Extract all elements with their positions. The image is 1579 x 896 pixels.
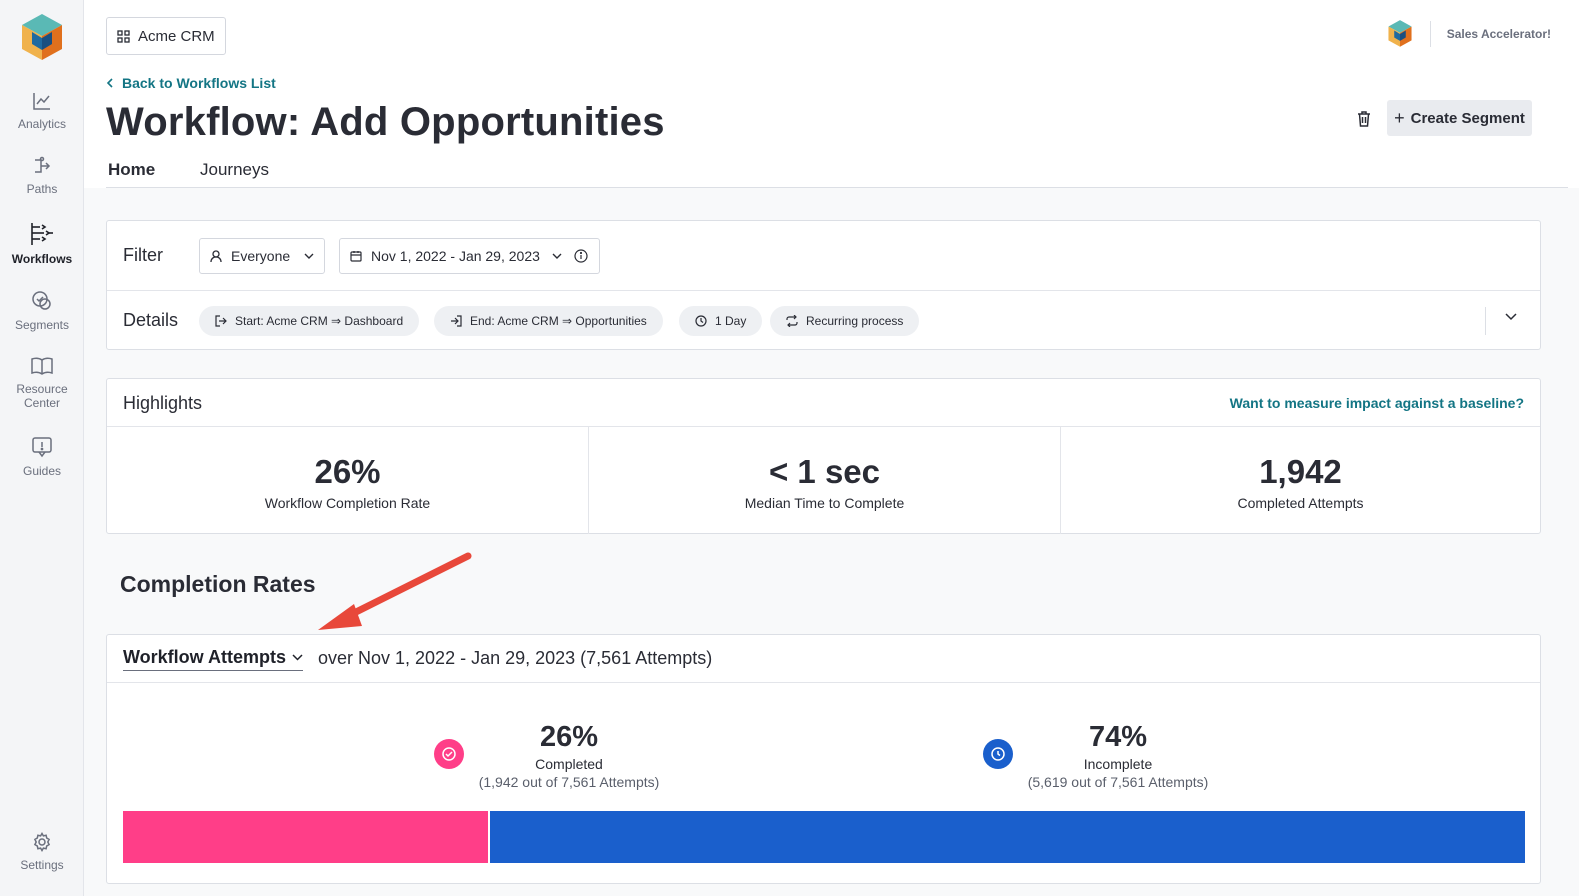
chart-line-icon	[33, 93, 50, 110]
segment-dropdown[interactable]: Everyone	[199, 238, 325, 274]
highlight-value: 1,942	[1259, 453, 1342, 490]
gear-icon	[33, 832, 51, 852]
completed-sub: (1,942 out of 7,561 Attempts)	[478, 774, 660, 790]
sidebar-item-paths[interactable]: Paths	[0, 156, 84, 196]
header-divider	[1429, 21, 1431, 47]
sidebar-item-workflows[interactable]: Workflows	[0, 222, 84, 266]
details-label: Details	[123, 310, 179, 330]
recurring-label: Recurring process	[806, 314, 904, 328]
sidebar-item-resource-center[interactable]: Resource Center	[0, 356, 84, 410]
filter-card: Filter Everyone Nov 1, 2022 - Jan 29, 20…	[106, 220, 1541, 350]
repeat-icon	[786, 315, 798, 327]
filter-row: Filter Everyone Nov 1, 2022 - Jan 29, 20…	[107, 221, 1540, 291]
completed-bar-segment[interactable]	[123, 811, 488, 863]
chevron-down-icon	[552, 253, 562, 259]
sidebar-item-segments[interactable]: Segments	[0, 290, 84, 332]
end-step-pill: End: Acme CRM ⇒ Opportunities	[434, 306, 663, 336]
details-divider	[1485, 307, 1486, 335]
page-title: Workflow: Add Opportunities	[106, 100, 665, 144]
metric-dropdown-label: Workflow Attempts	[123, 647, 287, 667]
duration-label: 1 Day	[715, 314, 747, 328]
highlight-value: < 1 sec	[768, 453, 881, 490]
sign-out-icon	[215, 315, 227, 327]
user-icon	[210, 249, 222, 262]
incomplete-sub: (5,619 out of 7,561 Attempts)	[1027, 774, 1209, 790]
tab-home[interactable]: Home	[108, 160, 156, 191]
create-segment-label: Create Segment	[1410, 109, 1525, 127]
chevron-down-icon[interactable]	[1505, 313, 1517, 321]
incomplete-bar-segment[interactable]	[487, 811, 1525, 863]
baseline-link[interactable]: Want to measure impact against a baselin…	[1229, 395, 1524, 411]
trash-icon[interactable]	[1353, 108, 1375, 130]
info-icon[interactable]	[574, 249, 588, 263]
segments-icon	[32, 291, 51, 310]
incomplete-stat: 74% Incomplete (5,619 out of 7,561 Attem…	[1018, 721, 1218, 790]
duration-pill: 1 Day	[679, 306, 763, 336]
highlights-card: Highlights Want to measure impact agains…	[106, 378, 1541, 534]
chevron-left-icon	[106, 78, 113, 88]
account-logo-icon[interactable]	[1386, 19, 1414, 49]
filter-label: Filter	[123, 245, 163, 265]
grid-icon	[117, 29, 130, 43]
highlight-median-time: < 1 sec Median Time to Complete	[588, 427, 1060, 534]
incomplete-pct: 74%	[1088, 721, 1148, 753]
highlights-title: Highlights	[123, 393, 203, 413]
date-range-dropdown[interactable]: Nov 1, 2022 - Jan 29, 2023	[339, 238, 600, 274]
app-switcher-button[interactable]: Acme CRM	[106, 17, 226, 55]
highlight-label: Completed Attempts	[1237, 495, 1364, 511]
metric-dropdown[interactable]: Workflow Attempts	[123, 647, 304, 671]
start-step-pill: Start: Acme CRM ⇒ Dashboard	[199, 306, 420, 336]
completed-label: Completed	[535, 756, 603, 772]
highlight-label: Workflow Completion Rate	[264, 495, 431, 511]
paths-icon	[35, 156, 51, 173]
completion-bar	[123, 811, 1525, 863]
completed-stat: 26% Completed (1,942 out of 7,561 Attemp…	[469, 721, 669, 790]
segment-value: Everyone	[231, 248, 291, 264]
calendar-icon	[350, 251, 362, 262]
highlight-completion-rate: 26% Workflow Completion Rate	[107, 427, 588, 534]
workflows-icon	[31, 223, 53, 245]
highlight-value: 26%	[314, 453, 381, 490]
recurring-pill: Recurring process	[770, 306, 920, 336]
sidebar-item-settings[interactable]: Settings	[0, 832, 84, 872]
start-step-label: Start: Acme CRM ⇒ Dashboard	[235, 314, 404, 328]
app-switcher-label: Acme CRM	[138, 27, 215, 45]
metric-range-text: over Nov 1, 2022 - Jan 29, 2023 (7,561 A…	[318, 648, 713, 668]
sidebar: Analytics Paths Workflows Segments Resou…	[0, 0, 84, 896]
sign-in-icon	[451, 315, 462, 327]
chevron-down-icon	[292, 654, 303, 661]
highlight-label: Median Time to Complete	[744, 495, 905, 511]
guides-icon	[32, 437, 52, 458]
incomplete-label: Incomplete	[1083, 756, 1153, 772]
sidebar-item-analytics[interactable]: Analytics	[0, 91, 84, 131]
tab-bar: Home Journeys	[106, 156, 1568, 191]
back-link-label: Back to Workflows List	[122, 75, 276, 91]
account-name[interactable]: Sales Accelerator!	[1446, 27, 1551, 41]
completion-rates-title: Completion Rates	[120, 571, 316, 597]
clock-icon	[695, 315, 707, 327]
clock-icon	[983, 739, 1013, 769]
back-to-workflows-link[interactable]: Back to Workflows List	[106, 75, 276, 91]
create-segment-button[interactable]: + Create Segment	[1387, 100, 1532, 136]
sidebar-item-guides[interactable]: Guides	[0, 436, 84, 478]
completion-card: Workflow Attempts over Nov 1, 2022 - Jan…	[106, 634, 1541, 884]
app-logo-icon[interactable]	[18, 12, 66, 64]
completion-header: Workflow Attempts over Nov 1, 2022 - Jan…	[107, 635, 1540, 683]
highlights-header: Highlights Want to measure impact agains…	[107, 379, 1540, 427]
end-step-label: End: Acme CRM ⇒ Opportunities	[470, 314, 647, 328]
date-range-value: Nov 1, 2022 - Jan 29, 2023	[371, 248, 540, 264]
plus-icon: +	[1394, 107, 1405, 128]
book-icon	[31, 357, 53, 375]
check-circle-icon	[434, 739, 464, 769]
completed-pct: 26%	[539, 721, 599, 753]
account-area: Sales Accelerator!	[1386, 18, 1551, 50]
annotation-arrow-icon	[318, 552, 472, 630]
chevron-down-icon	[304, 253, 314, 259]
highlight-completed-attempts: 1,942 Completed Attempts	[1060, 427, 1540, 534]
details-row: Details Start: Acme CRM ⇒ Dashboard End:…	[107, 291, 1540, 351]
tab-journeys[interactable]: Journeys	[200, 160, 269, 179]
